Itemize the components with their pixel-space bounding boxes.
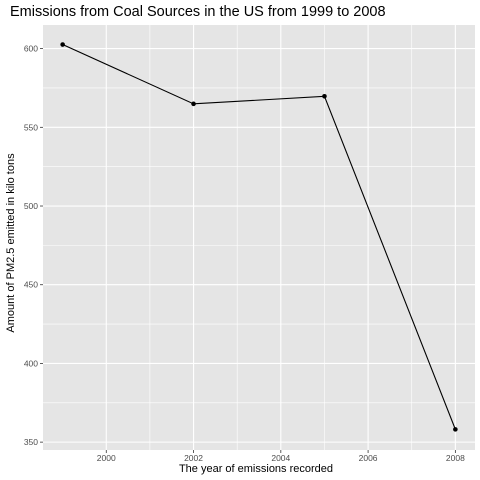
data-point [322,94,327,99]
x-tick-label: 2002 [184,453,203,463]
y-tick-label: 550 [24,122,38,132]
y-tick-label: 400 [24,358,38,368]
chart-title: Emissions from Coal Sources in the US fr… [10,4,386,20]
x-tick-label: 2008 [446,453,465,463]
major-gridlines [43,25,475,450]
y-tick-label: 600 [24,44,38,54]
tick-labels: 2000 2002 2004 2006 2008 350 400 450 500 550 600 [24,44,465,463]
series-line [62,44,456,430]
x-tick-label: 2006 [359,453,378,463]
y-tick-label: 450 [24,280,38,290]
y-tick-label: 500 [24,201,38,211]
y-tick-label: 350 [24,437,38,447]
series-layer [60,42,458,432]
x-tick-label: 2000 [97,453,116,463]
data-point [60,42,65,47]
data-point [453,427,458,432]
x-axis-title: The year of emissions recorded [179,463,333,475]
y-axis-title: Amount of PM2.5 emitted in kilo tons [5,153,17,333]
data-point [191,101,196,107]
x-tick-label: 2004 [271,453,290,463]
plot-panel [43,25,475,450]
axis-ticks [40,48,456,453]
